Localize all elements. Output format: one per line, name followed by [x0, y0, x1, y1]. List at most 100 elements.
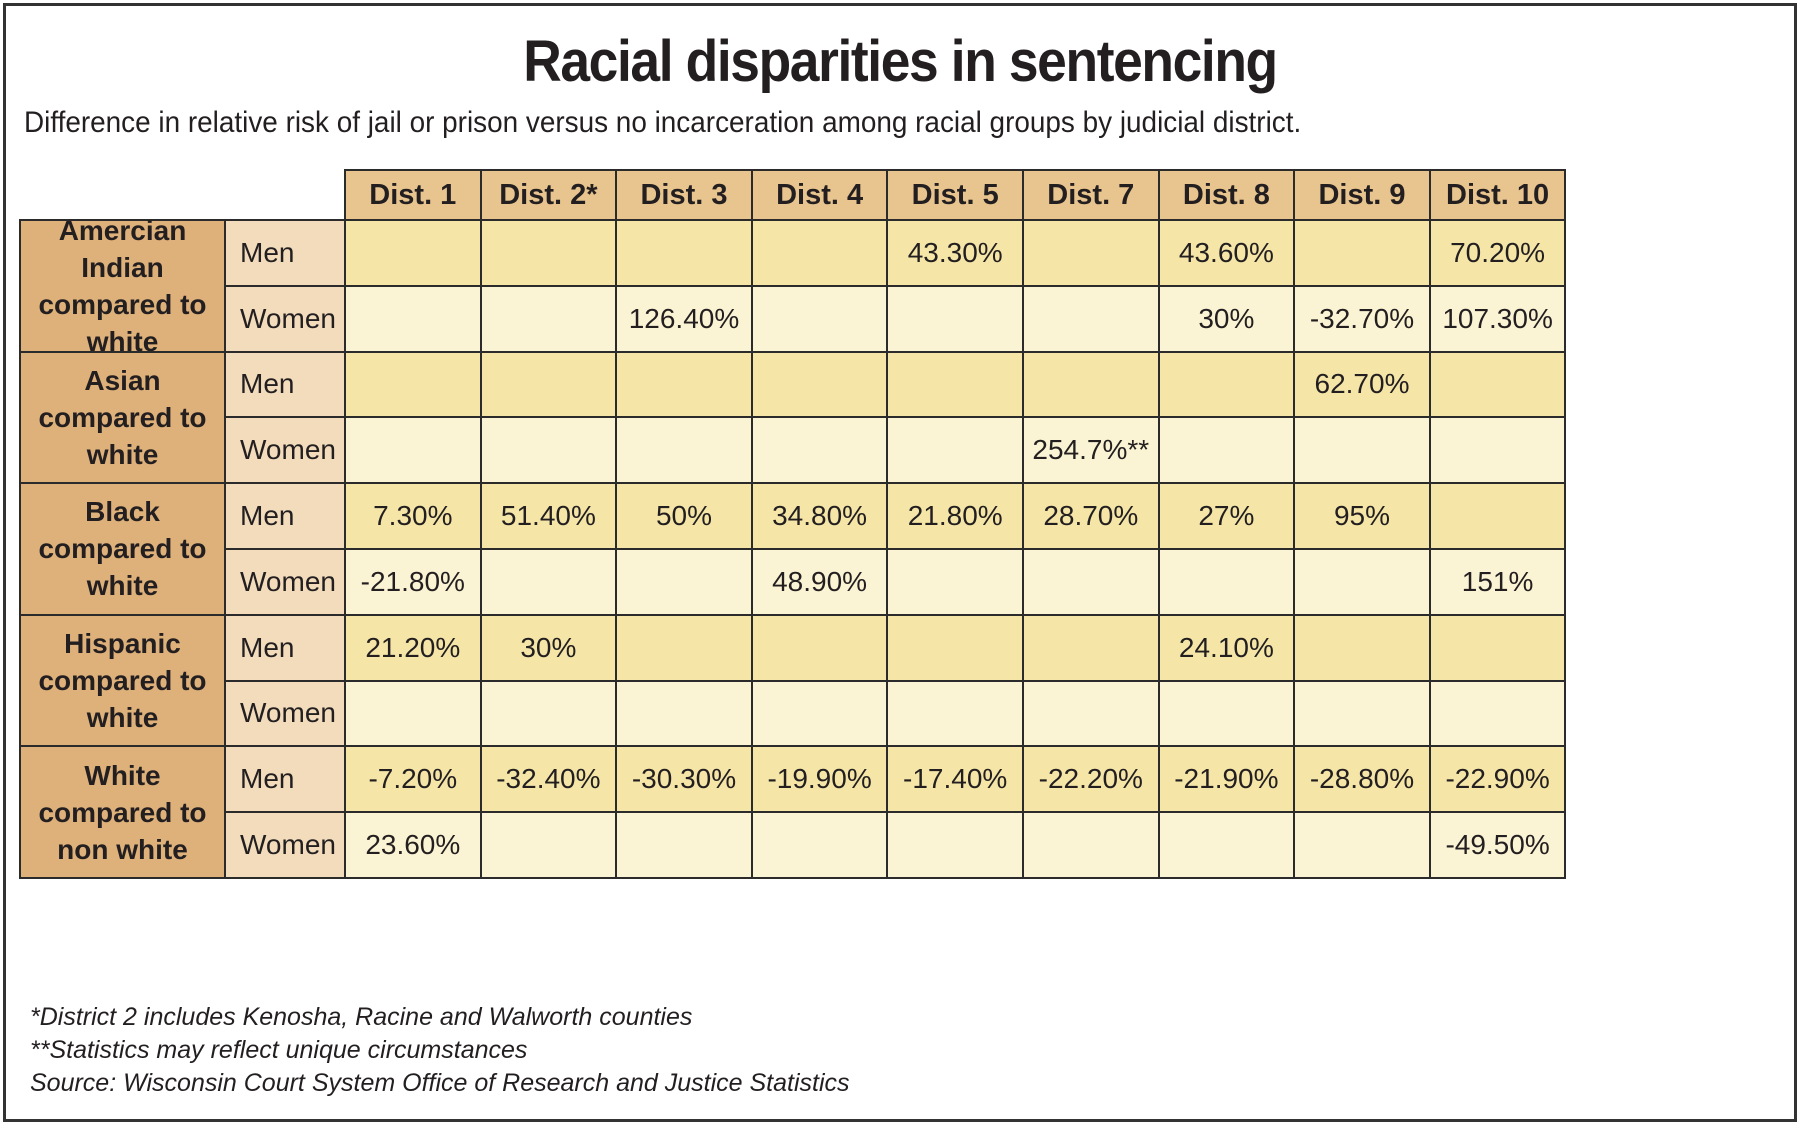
table-cell	[750, 679, 889, 748]
table-cell	[1022, 219, 1160, 287]
table-cell	[1428, 613, 1567, 682]
column-header-6: Dist. 7	[1022, 169, 1160, 221]
table-cell	[1293, 219, 1431, 287]
table-cell: 48.90%	[750, 548, 889, 616]
table-cell: -30.30%	[615, 745, 753, 814]
table-cell	[1293, 613, 1431, 682]
table-cell	[1157, 679, 1296, 748]
table-cell	[479, 284, 618, 353]
table-cell: 43.60%	[1157, 219, 1296, 287]
group-label-4: Hispanic compared to white	[19, 613, 226, 748]
table-cell	[344, 284, 482, 353]
table-cell	[1157, 548, 1296, 616]
sex-label-men: Men	[224, 613, 346, 682]
table-cell	[1157, 350, 1296, 419]
table-cell	[479, 679, 618, 748]
group-label-1: Amercian Indian compared to white	[19, 215, 226, 357]
column-header-4: Dist. 4	[750, 169, 889, 221]
table-cell	[750, 219, 889, 287]
table-cell	[479, 811, 618, 879]
table-cell	[479, 416, 618, 485]
table-cell: 21.80%	[886, 482, 1024, 550]
table-cell: -7.20%	[344, 745, 482, 814]
table-cell	[886, 284, 1024, 353]
table-cell: 254.7%**	[1022, 416, 1160, 485]
table-cell	[750, 350, 889, 419]
column-header-2: Dist. 2*	[479, 169, 618, 221]
table-cell: -28.80%	[1293, 745, 1431, 814]
table-cell	[1022, 548, 1160, 616]
table-cell	[1428, 350, 1567, 419]
table-cell: 28.70%	[1022, 482, 1160, 550]
table-cell	[886, 613, 1024, 682]
table-cell: 51.40%	[479, 482, 618, 550]
sex-label-men: Men	[224, 350, 346, 419]
table-cell	[615, 811, 753, 879]
table-cell: -21.90%	[1157, 745, 1296, 814]
table-cell: 30%	[1157, 284, 1296, 353]
column-header-5: Dist. 5	[886, 169, 1024, 221]
table-cell: -49.50%	[1428, 811, 1567, 879]
table-cell	[1022, 350, 1160, 419]
table-cell: -22.90%	[1428, 745, 1567, 814]
footnote-unique-circumstances: **Statistics may reflect unique circumst…	[30, 1036, 528, 1064]
table-cell	[750, 811, 889, 879]
table-cell	[886, 811, 1024, 879]
footnote-source: Source: Wisconsin Court System Office of…	[30, 1069, 850, 1097]
table-cell	[1293, 548, 1431, 616]
table-cell	[1022, 284, 1160, 353]
table-cell	[344, 350, 482, 419]
table-cell: 126.40%	[615, 284, 753, 353]
table-cell	[1157, 811, 1296, 879]
sex-label-women: Women	[224, 679, 346, 748]
table-cell: 27%	[1157, 482, 1296, 550]
table-cell	[1428, 482, 1567, 550]
table-cell	[1157, 416, 1296, 485]
group-label-5: White compared to non white	[19, 745, 226, 879]
table-cell	[1293, 416, 1431, 485]
table-cell: -22.20%	[1022, 745, 1160, 814]
table-cell	[750, 284, 889, 353]
table-cell	[615, 613, 753, 682]
table-cell: -17.40%	[886, 745, 1024, 814]
table-cell	[1293, 679, 1431, 748]
table-cell	[1022, 613, 1160, 682]
table-cell: -32.40%	[479, 745, 618, 814]
table-cell: 7.30%	[344, 482, 482, 550]
table-cell: -21.80%	[344, 548, 482, 616]
table-cell: 95%	[1293, 482, 1431, 550]
sex-label-women: Women	[224, 284, 346, 353]
table-cell	[615, 416, 753, 485]
sex-label-men: Men	[224, 745, 346, 814]
table-cell: 151%	[1428, 548, 1567, 616]
table-cell	[886, 416, 1024, 485]
column-header-8: Dist. 9	[1293, 169, 1431, 221]
table-cell: 34.80%	[750, 482, 889, 550]
table-cell: 50%	[615, 482, 753, 550]
sex-label-women: Women	[224, 416, 346, 485]
table-cell: 21.20%	[344, 613, 482, 682]
column-header-1: Dist. 1	[344, 169, 482, 221]
table-cell	[1428, 679, 1567, 748]
table-cell: 30%	[479, 613, 618, 682]
table-cell: 107.30%	[1428, 284, 1567, 353]
table-cell: -19.90%	[750, 745, 889, 814]
table-cell	[615, 679, 753, 748]
table-cell	[886, 679, 1024, 748]
table-cell	[344, 679, 482, 748]
table-cell	[1022, 679, 1160, 748]
table-cell	[615, 350, 753, 419]
table-cell	[886, 350, 1024, 419]
chart-subtitle: Difference in relative risk of jail or p…	[24, 106, 1302, 139]
table-cell	[750, 613, 889, 682]
sex-label-women: Women	[224, 811, 346, 879]
table-cell	[479, 548, 618, 616]
table-cell	[886, 548, 1024, 616]
group-label-3: Black compared to white	[19, 482, 226, 616]
table-cell	[479, 219, 618, 287]
table-cell	[344, 416, 482, 485]
sex-label-women: Women	[224, 548, 346, 616]
column-header-7: Dist. 8	[1157, 169, 1296, 221]
table-cell: 24.10%	[1157, 613, 1296, 682]
footnotes: *District 2 includes Kenosha, Racine and…	[30, 1001, 850, 1100]
